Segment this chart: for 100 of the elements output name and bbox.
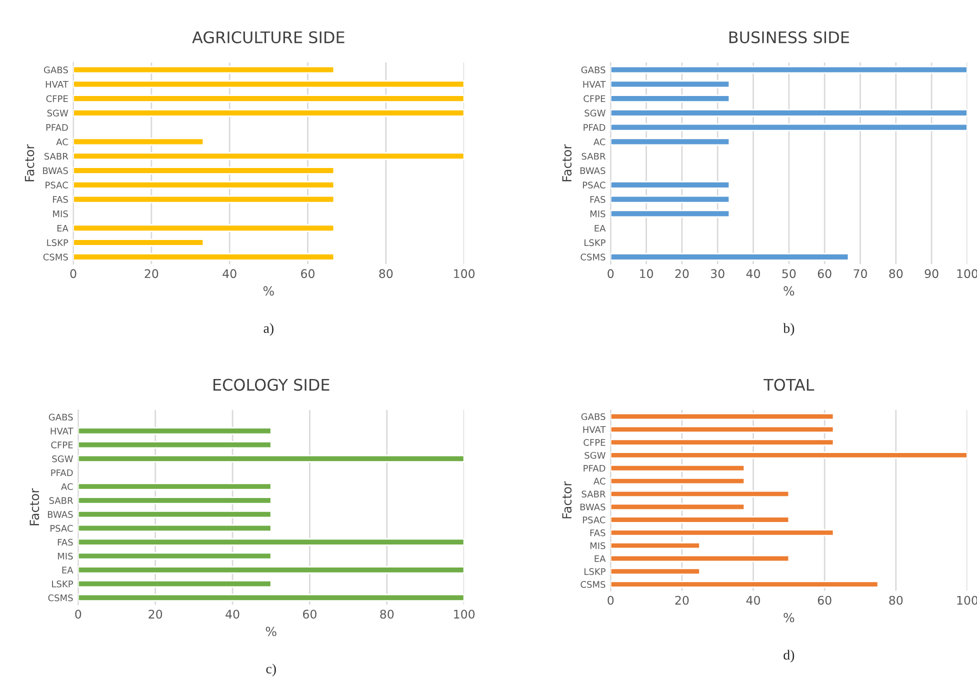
y-tick-label: GABS <box>48 414 73 421</box>
bar <box>73 238 204 246</box>
x-tick-label: 40 <box>746 596 760 605</box>
x-tick-label: 40 <box>222 269 236 278</box>
x-tick-label: 60 <box>301 269 314 278</box>
x-tick-label: 70 <box>854 269 867 278</box>
text: d) <box>784 650 794 662</box>
y-tick-label: AC <box>61 483 73 490</box>
y-tick-label: SGW <box>47 110 68 116</box>
y-axis-title: Factor <box>562 481 572 518</box>
y-tick-label: SABR <box>44 152 68 160</box>
y-tick-label: GABS <box>44 66 68 74</box>
y-tick-label: BWAS <box>580 167 606 174</box>
y-tick-label: LSKP <box>52 580 73 588</box>
y-axis-title: Factor <box>30 488 40 526</box>
y-tick-label: PFAD <box>584 464 606 472</box>
y-tick-label: FAS <box>590 529 606 536</box>
chart-title: AGRICULTURE SIDE <box>192 31 344 44</box>
x-tick-label: 20 <box>675 596 689 605</box>
text: c) <box>266 664 276 676</box>
y-tick-label: BWAS <box>48 511 73 518</box>
bar <box>610 80 730 88</box>
y-axis-title: Factor <box>562 144 572 182</box>
y-tick-label: HVAT <box>50 428 74 434</box>
y-tick-label: SABR <box>49 497 74 504</box>
x-axis-title: % <box>784 612 794 622</box>
y-tick-label: PFAD <box>46 124 68 131</box>
y-tick-label: LSKP <box>584 239 606 246</box>
bar <box>610 464 746 472</box>
y-tick-label: EA <box>594 224 606 232</box>
y-tick-label: CFPE <box>51 442 73 448</box>
x-tick-label: 80 <box>889 269 903 278</box>
y-tick-label: CSMS <box>43 254 68 260</box>
y-tick-label: CFPE <box>46 95 68 102</box>
y-tick-label: LSKP <box>47 239 68 246</box>
x-tick-label: 20 <box>144 269 158 278</box>
x-tick-label: 60 <box>818 596 832 605</box>
chart-title: TOTAL <box>764 378 814 391</box>
bar <box>610 516 790 524</box>
bar <box>610 66 968 74</box>
y-tick-label: FAS <box>58 538 73 546</box>
bar <box>73 152 464 160</box>
bar <box>610 452 968 459</box>
chart-title: ECOLOGY SIDE <box>214 378 330 391</box>
y-tick-label: CFPE <box>584 95 606 102</box>
bar <box>73 195 335 204</box>
x-tick-label: 50 <box>782 269 796 278</box>
y-tick-label: CSMS <box>580 581 606 588</box>
x-tick-label: 80 <box>889 596 903 605</box>
bar <box>73 80 464 88</box>
y-tick-label: MIS <box>58 552 73 560</box>
y-tick-label: CSMS <box>48 594 73 602</box>
y-tick-label: SGW <box>52 455 74 462</box>
bar <box>610 580 879 588</box>
y-tick-label: CSMS <box>580 254 606 260</box>
bar <box>610 477 746 485</box>
bar <box>73 252 335 261</box>
y-tick-label: AC <box>56 138 68 146</box>
bar <box>73 138 204 146</box>
x-tick-label: 60 <box>303 610 316 619</box>
x-axis-title: % <box>784 286 794 296</box>
y-tick-label: AC <box>594 138 606 146</box>
bar <box>610 412 834 420</box>
y-tick-label: SABR <box>582 152 606 160</box>
y-tick-label: PSAC <box>582 516 606 524</box>
bar <box>73 94 464 102</box>
y-tick-label: MIS <box>590 542 606 550</box>
x-tick-label: 40 <box>746 269 760 278</box>
x-tick-label: 0 <box>70 269 76 278</box>
y-tick-label: HVAT <box>46 80 68 88</box>
y-tick-label: EA <box>594 555 606 562</box>
y-tick-label: PSAC <box>50 524 73 532</box>
y-axis-title: Factor <box>24 144 34 182</box>
bar <box>610 490 790 498</box>
y-tick-label: GABS <box>581 413 606 420</box>
text: a) <box>264 323 274 336</box>
y-tick-label: BWAS <box>580 504 606 510</box>
y-tick-label: FAS <box>53 196 68 203</box>
x-axis-title: % <box>266 626 276 636</box>
y-tick-label: FAS <box>590 196 606 203</box>
text: b) <box>783 323 794 336</box>
y-tick-label: PFAD <box>51 469 73 476</box>
y-tick-label: MIS <box>53 210 68 218</box>
bar <box>610 195 730 204</box>
bar <box>73 180 335 189</box>
x-tick-label: 80 <box>379 269 393 278</box>
y-tick-label: BWAS <box>43 167 68 174</box>
y-tick-label: MIS <box>590 210 606 218</box>
y-tick-label: PSAC <box>46 182 68 188</box>
y-tick-label: SGW <box>584 452 606 459</box>
y-tick-label: PFAD <box>584 124 606 131</box>
x-tick-label: 0 <box>75 610 82 619</box>
x-tick-label: 90 <box>924 269 938 278</box>
bar <box>610 123 968 132</box>
bar <box>610 252 850 261</box>
y-tick-label: PSAC <box>582 182 606 188</box>
x-axis-title: % <box>263 286 274 296</box>
y-tick-label: GABS <box>581 66 606 74</box>
y-tick-label: EA <box>62 566 74 574</box>
bar <box>73 224 335 232</box>
